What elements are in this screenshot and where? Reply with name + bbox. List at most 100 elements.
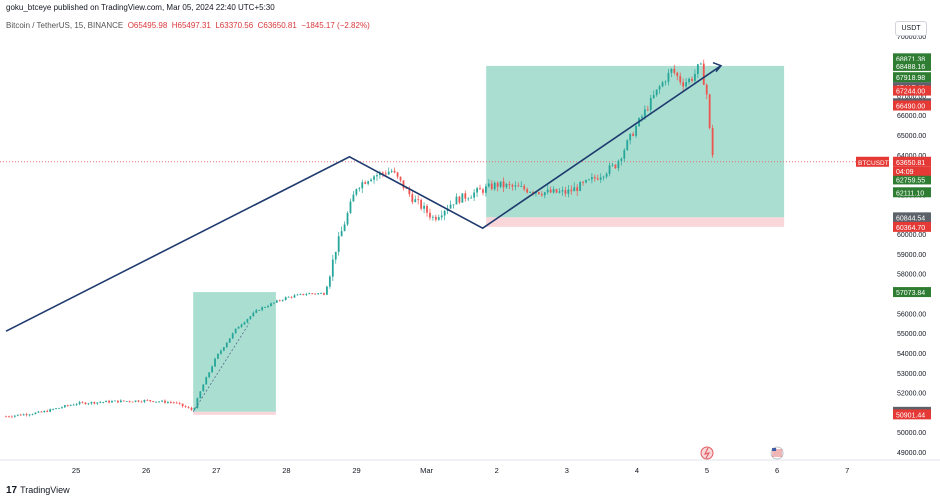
x-tick-label: 26 [142,466,150,475]
candle-body [432,216,434,218]
candle-body [249,316,252,320]
candle-body [69,404,72,406]
candle-body [355,189,358,195]
candle-body [573,187,576,192]
candle-body [455,196,458,205]
stop-zone-1[interactable] [486,217,785,227]
candle-body [608,165,611,174]
candle-body [58,407,60,409]
candle-body [685,82,688,87]
candle-body [646,109,649,111]
x-tick-label: 29 [352,466,360,475]
candle-body [426,205,428,213]
candle-body [485,186,487,193]
candle-body [128,401,131,402]
publisher-line: goku_btceye published on TradingView.com… [6,3,275,12]
candle-body [287,296,290,298]
candle-body [364,182,367,184]
flag-canton [772,448,777,451]
candle-body [467,198,470,200]
candle-body [222,347,225,351]
trend-line-0[interactable] [5,65,722,332]
candle-body [152,401,155,403]
candle-body [43,410,46,413]
x-tick-label: 27 [212,466,220,475]
candle-body [582,182,584,183]
candle-body [270,303,272,307]
candle-body [493,182,496,190]
price-label-tag [893,156,931,167]
candle-body [119,400,122,403]
candle-body [167,402,169,403]
price-label-tag [893,72,931,83]
currency-button[interactable]: USDT [895,21,927,36]
candle-body [399,176,402,181]
candle-body [22,414,25,416]
candle-body [293,295,296,298]
candle-body [694,73,696,81]
stop-zone-0[interactable] [193,411,276,415]
price-label-text: 50901.44 [896,412,925,419]
candle-body [411,194,414,203]
candle-body [532,192,534,194]
candle-body [19,414,22,416]
symbol-tag-text: BTCUSDT [858,160,889,167]
low-value: L63370.56 [215,21,254,30]
candle-body [390,170,393,172]
candle-body [267,306,269,308]
tradingview-logo[interactable]: 17 TradingView [6,485,70,496]
candle-body [508,183,511,185]
price-label-tag [893,287,931,298]
candle-body [16,414,19,416]
candle-body [440,215,443,218]
candle-body [290,296,293,298]
high-value: H65497.31 [171,21,211,30]
candle-body [211,366,213,373]
publisher-text: goku_btceye published on TradingView.com… [6,3,275,12]
candle-body [514,185,517,187]
candle-body [217,353,219,359]
candle-body [84,402,87,405]
price-label-tag [893,221,931,232]
candles [5,59,714,418]
candle-body [158,401,160,403]
candle-body [140,401,143,403]
candle-body [370,179,372,182]
candle-body [479,188,481,190]
candle-body [437,217,440,220]
candle-body [429,212,431,218]
candle-body [538,192,540,195]
price-label-tag [893,60,931,71]
candle-body [296,294,299,296]
candle-body [502,181,505,188]
candle-body [72,404,75,406]
candle-body [90,402,93,404]
candle-body [111,401,113,403]
tradingview-mark-icon: 17 [6,485,18,496]
candle-body [593,177,596,179]
price-label-text: 67918.98 [896,75,925,82]
candle-body [326,286,328,295]
candle-body [278,300,281,302]
price-label-text: 66490.00 [896,104,925,111]
price-label-text: 68488.16 [896,64,925,71]
candle-body [470,197,473,199]
price-label-text: 63650.81 [896,160,925,167]
candle-body [125,401,128,402]
candle-body [458,196,461,203]
candle-body [529,192,531,193]
target-zone-0[interactable] [193,292,276,412]
candle-body [449,204,452,209]
candle-body [208,372,211,378]
candle-body [343,224,346,232]
candle-body [108,400,110,403]
candle-body [340,231,343,237]
candle-body [405,188,408,190]
candle-body [13,415,16,417]
candle-body [552,189,555,193]
candle-body [461,193,464,203]
candle-body [588,179,590,181]
candle-body [172,402,175,404]
candle-body [443,210,446,216]
